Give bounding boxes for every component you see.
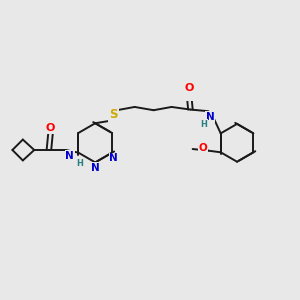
Text: O: O (199, 143, 208, 153)
Text: N: N (110, 154, 118, 164)
Text: H: H (76, 158, 83, 167)
Text: O: O (184, 83, 194, 93)
Text: O: O (46, 123, 55, 133)
Text: N: N (91, 163, 100, 173)
Text: N: N (65, 151, 74, 160)
Text: N: N (206, 112, 214, 122)
Text: H: H (200, 120, 207, 129)
Text: S: S (109, 108, 118, 121)
